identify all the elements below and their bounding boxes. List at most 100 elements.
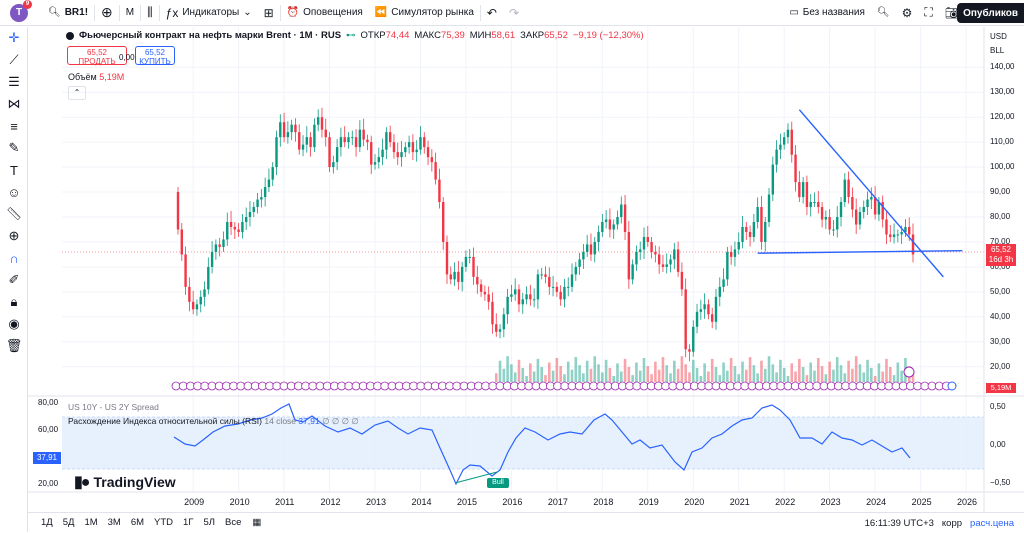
text-tool[interactable]: T [0,159,28,181]
clock[interactable]: 16:11:39 UTC+3 [864,517,934,529]
event-marker [891,381,901,391]
lines-tool[interactable]: ☰ [0,71,28,93]
candle [241,221,244,232]
chart-type-button[interactable]: ⫼ [141,0,159,26]
crosshair-icon: ✛ [8,30,20,45]
candle [316,117,320,125]
pattern-tool[interactable]: ⋈ [0,93,28,115]
candle [684,289,687,350]
candle [692,326,695,352]
candle [544,274,547,277]
volume-bar [782,367,786,382]
compare-button[interactable]: ⊕ [95,0,119,26]
volume-bar [767,356,771,382]
fib-tool[interactable]: ≡ [0,115,28,137]
emoji-tool[interactable]: ☺ [0,181,28,203]
zoom-tool[interactable]: ⊕ [0,225,28,247]
redo-button[interactable]: ↷ [503,0,525,26]
period-button[interactable]: YTD [154,517,174,528]
price-tick: 30,00 [990,336,1011,346]
volume-bar [544,375,547,382]
candle [752,221,756,237]
unit-label[interactable]: BLL [990,46,1005,55]
buy-button[interactable]: 65,52 КУПИТЬ [135,46,175,66]
candle [631,264,634,280]
currency-label[interactable]: USD [990,32,1007,41]
alerts-button[interactable]: ⏰ Оповещения [286,7,363,18]
candle [381,149,384,158]
candle [373,162,377,165]
period-button[interactable]: 3М [107,517,121,528]
time-tick: 2018 [593,497,614,507]
candle [207,266,210,290]
candle [324,129,327,138]
ohlc-open: ОТКР74,44 [360,30,410,41]
trendline-tool[interactable]: ⟋ [0,49,28,71]
publish-button[interactable]: Опубликов [957,3,1024,23]
settlement-button[interactable]: расч.цена [970,517,1014,529]
ruler-tool[interactable]: 📏︎ [0,203,28,225]
volume-bar [631,375,634,382]
candle [695,311,699,327]
visibility-tool[interactable]: ◉ [0,313,28,335]
event-marker [423,381,433,391]
candle [472,256,475,277]
undo-button[interactable]: ↶ [481,0,503,26]
candle [517,289,521,305]
search-button[interactable]: 🔍︎ [871,0,896,26]
candle [226,221,229,240]
candle [286,132,290,138]
lock-tool[interactable]: 🔒︎ [0,291,28,313]
candle [313,124,316,148]
delete-tool[interactable]: 🗑︎ [0,335,28,357]
settings-button[interactable]: ⚙ [896,0,919,26]
candle [623,204,627,232]
layouts-button[interactable]: ⊞ [258,0,280,26]
date-range-button[interactable]: ▦ [246,517,267,528]
time-tick: 2011 [275,497,295,507]
period-button[interactable]: 5Д [62,517,75,528]
candle [567,286,570,288]
event-marker [603,381,613,391]
adjust-button[interactable]: корр [941,517,963,529]
collapse-legend-button[interactable]: ⌃ [68,86,86,100]
sell-button[interactable]: 65,52 ПРОДАТЬ [67,46,127,66]
layout-name-button[interactable]: ▭ Без названия [789,7,865,18]
trendline-support [757,249,963,254]
event-marker [790,381,800,391]
alarm-icon: ⏰ [286,7,300,18]
period-button[interactable]: 1Д [41,517,53,528]
candle [495,324,498,332]
brush-tool[interactable]: ✎ [0,137,28,159]
candle [745,226,748,232]
snapshot-button[interactable]: 📷︎ [939,0,966,26]
fullscreen-button[interactable]: ⛶ [918,0,938,26]
indicators-button[interactable]: ƒx Индикаторы ⌄ [165,5,252,20]
volume-bar [843,373,847,382]
period-button[interactable]: Все [225,517,242,528]
candle [616,217,619,225]
symbol-search[interactable]: 🔍︎ BR1! [42,0,94,26]
crosshair-tool[interactable]: ✛ [0,27,28,49]
drawing-mode-tool[interactable]: ✐ [0,269,28,291]
layout-icon: ▭ [789,7,799,18]
candle [260,197,263,200]
candle [502,314,506,330]
period-button[interactable]: 6М [130,517,145,528]
candle [627,231,631,280]
volume-bar [638,370,642,382]
period-button[interactable]: 5Л [203,517,216,528]
period-button[interactable]: 1Г [183,517,194,528]
candle [298,132,301,150]
period-button[interactable]: 1М [84,517,98,528]
rsi-left-tick: 60,00 [38,425,59,434]
replay-button[interactable]: ⏪ Симулятор рынка [374,7,474,18]
candle [771,164,775,195]
magnet-tool[interactable]: ∩ [0,247,28,269]
interval-button[interactable]: M [125,7,135,18]
time-tick: 2015 [456,497,477,507]
candle [271,167,274,180]
